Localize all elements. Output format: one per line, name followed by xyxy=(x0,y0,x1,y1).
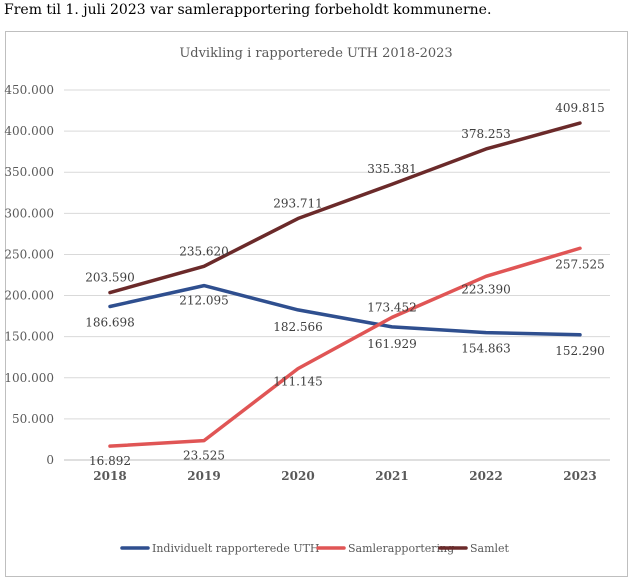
series-line-1 xyxy=(108,283,582,337)
series-line-2 xyxy=(108,246,582,448)
y-tick-label: 0 xyxy=(46,453,54,467)
series-line-3 xyxy=(108,121,582,295)
data-label: 154.863 xyxy=(461,342,511,356)
intro-text: Frem til 1. juli 2023 var samlerapporter… xyxy=(4,2,492,18)
legend-label: Samlet xyxy=(470,542,510,555)
y-tick-label: 450.000 xyxy=(4,83,54,97)
series-lines xyxy=(108,121,582,448)
data-label: 16.892 xyxy=(89,454,131,468)
data-label: 23.525 xyxy=(183,449,225,463)
data-label: 378.253 xyxy=(461,127,511,141)
x-tick-label: 2021 xyxy=(375,469,408,483)
data-label: 223.390 xyxy=(461,282,511,296)
y-tick-label: 200.000 xyxy=(4,289,54,303)
legend-label: Samlerapportering xyxy=(348,542,454,555)
y-tick-label: 150.000 xyxy=(4,330,54,344)
y-tick-label: 50.000 xyxy=(12,412,54,426)
chart-frame xyxy=(5,31,628,577)
chart-title: Udvikling i rapporterede UTH 2018-2023 xyxy=(179,46,452,61)
data-label: 409.815 xyxy=(555,101,605,115)
data-label: 257.525 xyxy=(555,257,605,271)
y-axis-ticks: 0 50.000 100.000 150.000 200.000 250.000 300.0… xyxy=(4,83,54,467)
legend-label: Individuelt rapporterede UTH xyxy=(152,542,320,555)
data-label: 212.095 xyxy=(179,294,229,308)
y-tick-label: 400.000 xyxy=(4,124,54,138)
y-tick-label: 300.000 xyxy=(4,206,54,220)
data-label: 203.590 xyxy=(85,271,135,285)
data-label: 173.452 xyxy=(367,300,417,314)
x-tick-label: 2022 xyxy=(469,469,502,483)
data-label: 235.620 xyxy=(179,244,229,258)
data-label: 186.698 xyxy=(85,315,135,329)
x-axis-ticks: 2018 2019 2020 2021 2022 2023 xyxy=(93,469,596,483)
y-tick-label: 250.000 xyxy=(4,247,54,261)
gridlines xyxy=(64,89,610,461)
data-label: 335.381 xyxy=(367,162,417,176)
x-tick-label: 2019 xyxy=(187,469,220,483)
data-labels: 186.698 212.095 182.566 161.929 154.863 152.2… xyxy=(85,101,605,468)
data-label: 161.929 xyxy=(367,337,417,351)
y-tick-label: 100.000 xyxy=(4,371,54,385)
x-tick-label: 2023 xyxy=(563,469,596,483)
x-tick-label: 2018 xyxy=(93,469,126,483)
data-label: 111.145 xyxy=(273,375,323,389)
x-tick-label: 2020 xyxy=(281,469,314,483)
data-label: 293.711 xyxy=(273,197,323,211)
data-label: 182.566 xyxy=(273,320,323,334)
y-tick-label: 350.000 xyxy=(4,165,54,179)
data-label: 152.290 xyxy=(555,344,605,358)
legend: Individuelt rapporterede UTH Samlerapport… xyxy=(120,542,510,555)
